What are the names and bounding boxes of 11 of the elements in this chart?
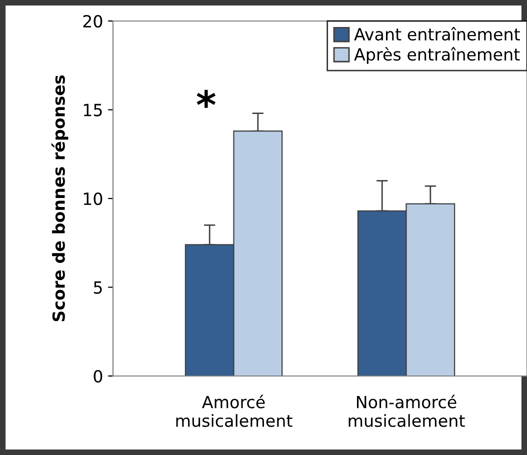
y-axis-title: Score de bonnes réponses [51, 75, 68, 322]
x-tick-label: Non-amorcé musicalement [348, 394, 465, 428]
y-tick-label: 5 [94, 281, 102, 294]
x-tick-label: Amorcé musicalement [176, 394, 292, 428]
y-tick-label: 15 [84, 104, 102, 116]
annotation: * [196, 90, 216, 108]
y-tick-label: 0 [94, 370, 102, 383]
legend-label: Après entraînement [354, 47, 520, 64]
legend-label: Avant entraînement [354, 27, 520, 41]
y-tick-label: 20 [83, 14, 102, 28]
y-tick-label: 10 [84, 192, 102, 206]
